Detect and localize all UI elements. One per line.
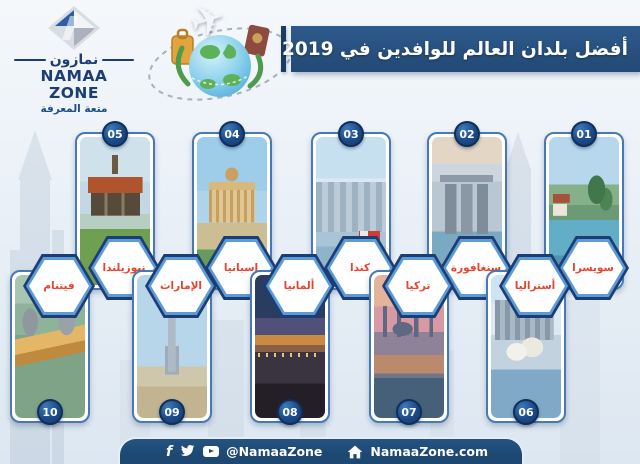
rank-badge: 04 [219, 121, 245, 147]
rank-number: 10 [42, 405, 58, 419]
rank-badge: 09 [159, 399, 185, 425]
title-banner: أفضل بلدان العالم للوافدين في 2019 [282, 26, 640, 72]
brand-arabic: نمازون [14, 52, 134, 68]
twitter-icon[interactable] [179, 444, 196, 459]
footer-bar: f @NamaaZone NamaaZone.com [118, 437, 524, 464]
namaazone-logo: نمازون NAMAA ZONE متعة المعرفة [14, 6, 134, 115]
country-card-germany: 08 ألمانيا [250, 254, 335, 425]
rank-badge: 02 [454, 121, 480, 147]
rank-number: 03 [343, 127, 359, 141]
rank-badge: 06 [513, 399, 539, 425]
country-card-australia: 06 أستراليا [486, 254, 571, 425]
country-name: فيتنام [43, 280, 75, 292]
rank-badge: 01 [571, 121, 597, 147]
rank-number: 02 [459, 127, 475, 141]
globe-illustration-icon [148, 24, 292, 101]
brand-arabic-text: نمازون [49, 52, 99, 68]
country-name: ألمانيا [283, 280, 315, 292]
namaazone-logo-mark-icon [48, 6, 100, 50]
brand-rule-right [14, 59, 46, 61]
country-name: سويسرا [572, 262, 614, 274]
country-card-uae: 09 الإمارات [132, 254, 217, 425]
country-name: إسبانيا [223, 262, 259, 274]
social-links: f @NamaaZone [166, 444, 322, 460]
banner-accent-bar [281, 26, 286, 72]
rank-number: 09 [164, 405, 180, 419]
brand-english-text: NAMAA ZONE [40, 67, 108, 103]
country-name: تركيا [405, 280, 431, 292]
travel-globe-illustration: ✈ [138, 0, 300, 118]
country-name: سنغافورة [450, 262, 502, 274]
rank-number: 05 [107, 127, 123, 141]
home-icon [348, 445, 363, 458]
rank-number: 08 [282, 405, 298, 419]
rank-badge: 03 [338, 121, 364, 147]
rank-number: 06 [518, 405, 534, 419]
website-url[interactable]: NamaaZone.com [370, 444, 488, 459]
country-name: نيوزيلندا [102, 262, 146, 274]
country-card-new-zealand: 05 نيوزيلندا [75, 121, 160, 300]
rank-number: 07 [401, 405, 417, 419]
rank-badge: 08 [277, 399, 303, 425]
country-name: كندا [349, 262, 371, 274]
youtube-icon[interactable] [203, 446, 220, 457]
rank-badge: 10 [37, 399, 63, 425]
rank-badge: 05 [102, 121, 128, 147]
rank-number: 01 [576, 127, 592, 141]
country-card-switzerland: 01 سويسرا [544, 121, 629, 300]
country-card-turkey: 07 تركيا [369, 254, 454, 425]
country-name: أستراليا [514, 280, 556, 292]
social-handle[interactable]: @NamaaZone [226, 444, 323, 459]
brand-tagline: متعة المعرفة [40, 103, 108, 116]
country-name: الإمارات [159, 280, 203, 292]
rank-badge: 07 [396, 399, 422, 425]
page-title: أفضل بلدان العالم للوافدين في 2019 [281, 38, 628, 60]
rank-number: 04 [224, 127, 240, 141]
country-card-vietnam: 10 فيتنام [10, 254, 95, 425]
facebook-icon[interactable]: f [166, 443, 173, 460]
website-link[interactable]: NamaaZone.com [347, 444, 488, 459]
brand-rule-left [102, 59, 134, 61]
